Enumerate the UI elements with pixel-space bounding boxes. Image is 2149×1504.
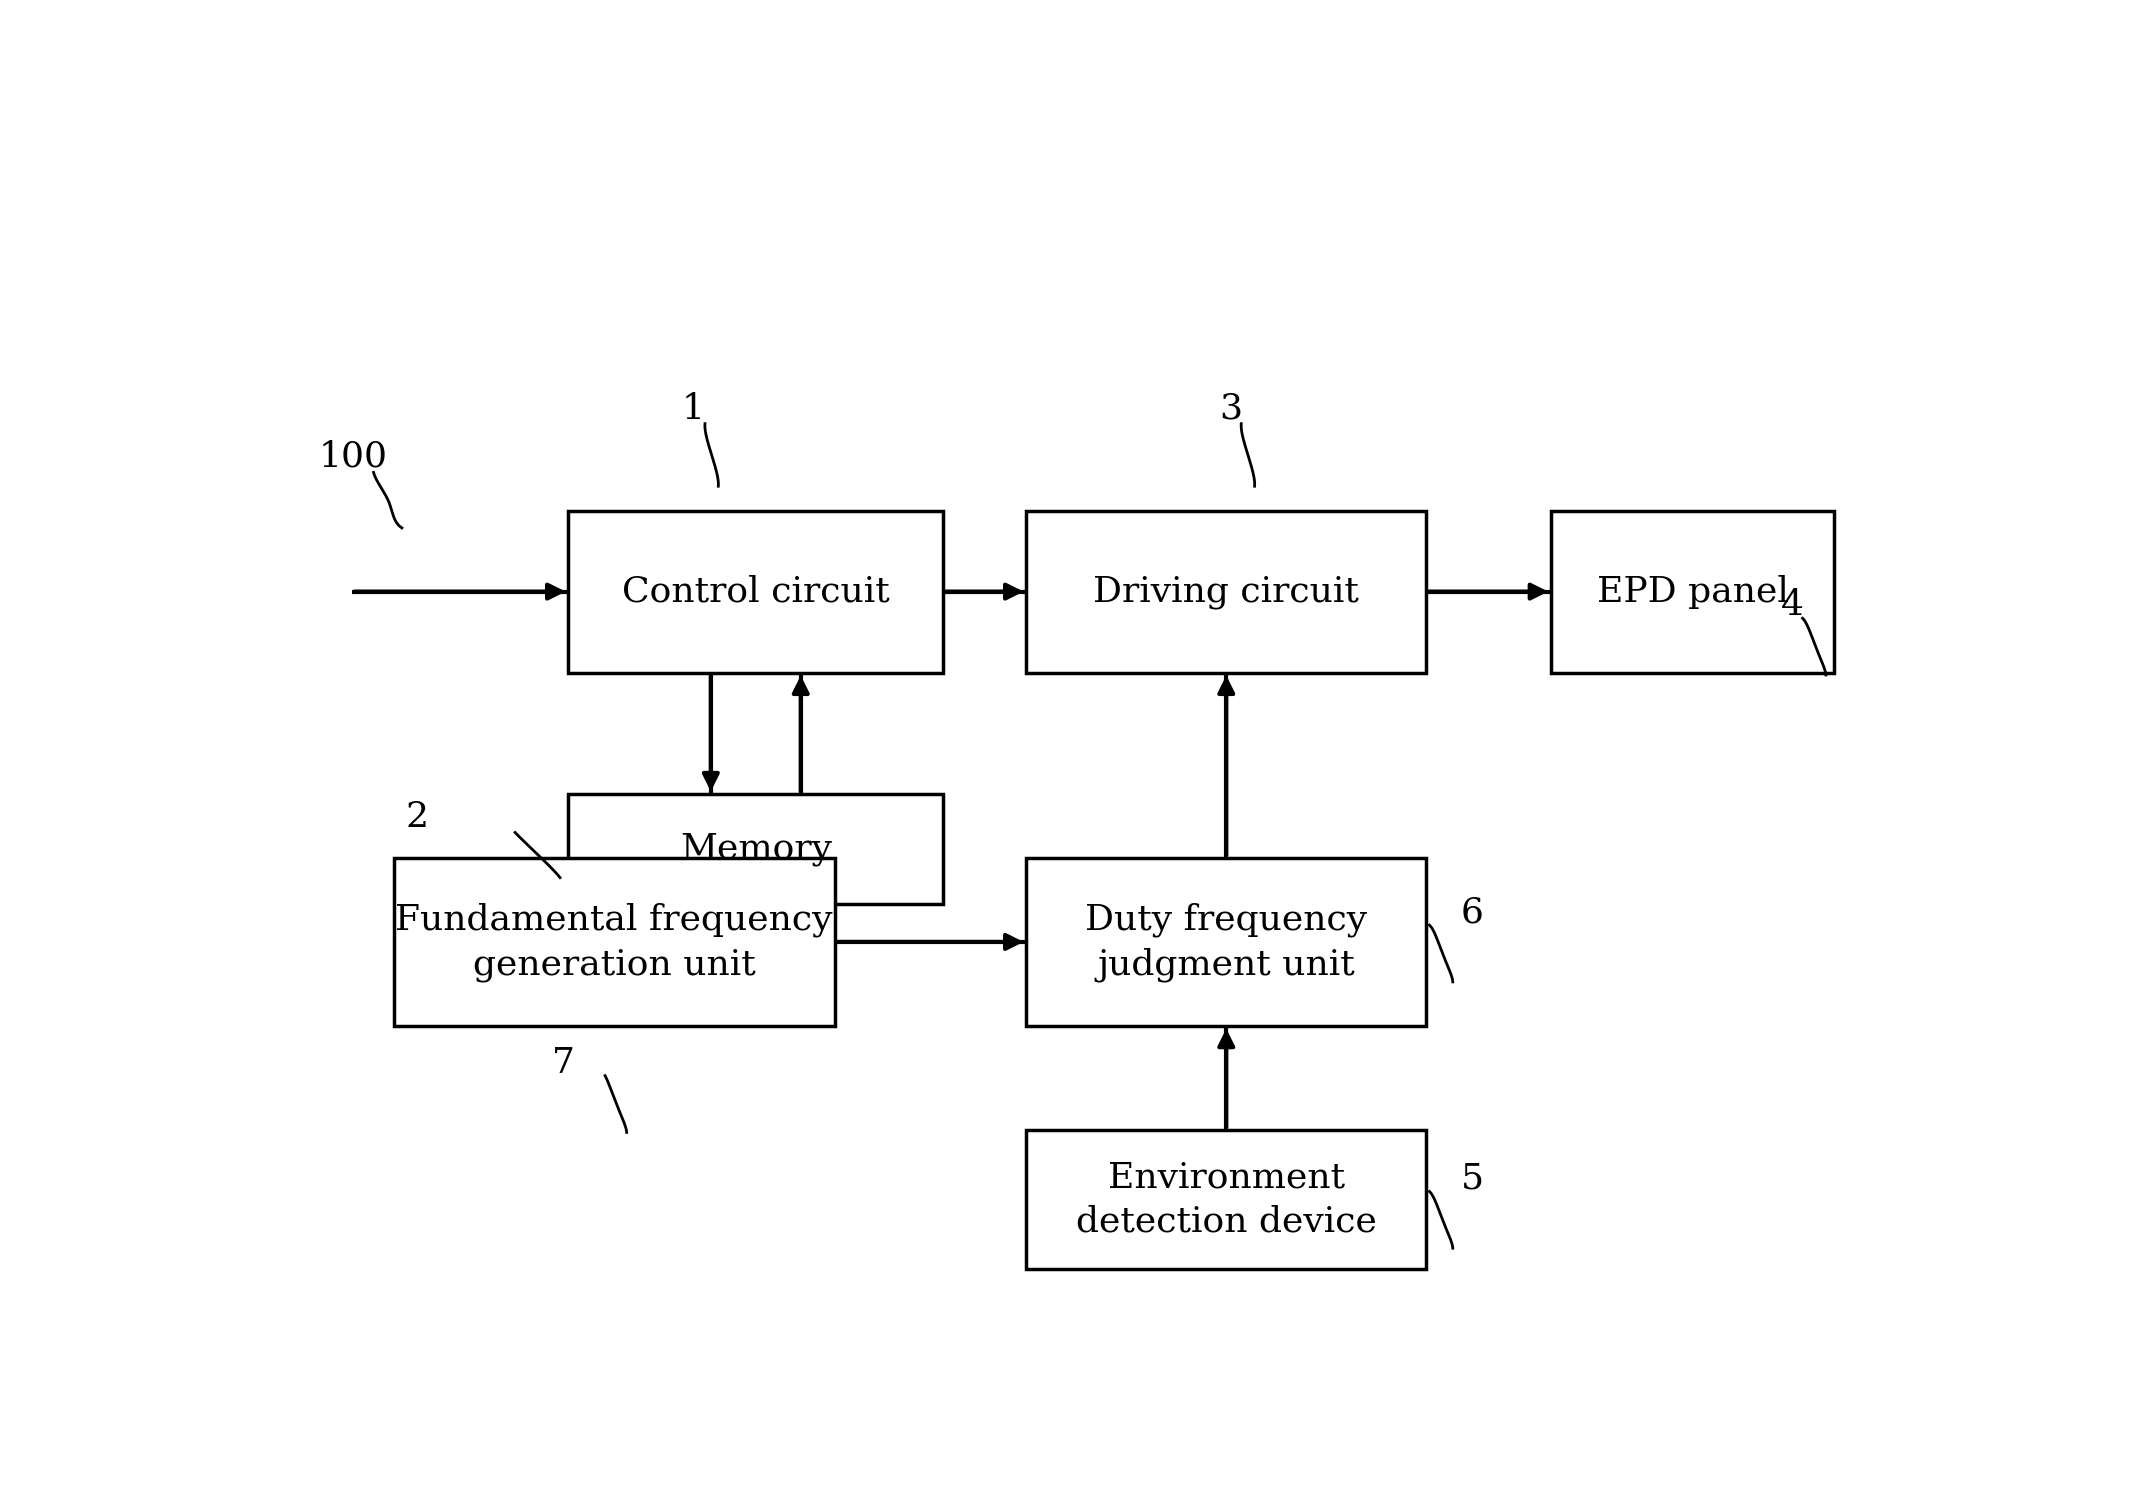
Text: Fundamental frequency
generation unit: Fundamental frequency generation unit xyxy=(395,902,834,982)
Text: Duty frequency
judgment unit: Duty frequency judgment unit xyxy=(1085,902,1367,982)
Text: Control circuit: Control circuit xyxy=(621,575,890,609)
Bar xyxy=(567,794,943,904)
Bar xyxy=(567,510,943,672)
Text: EPD panel: EPD panel xyxy=(1597,575,1788,609)
Text: 1: 1 xyxy=(681,391,705,426)
Text: 6: 6 xyxy=(1461,895,1485,929)
Text: 2: 2 xyxy=(406,800,428,835)
Text: Memory: Memory xyxy=(679,832,832,866)
Bar xyxy=(393,857,836,1026)
Text: Environment
detection device: Environment detection device xyxy=(1077,1160,1378,1239)
Text: 7: 7 xyxy=(552,1045,574,1080)
Text: 5: 5 xyxy=(1461,1161,1485,1196)
Bar xyxy=(1552,510,1835,672)
Text: 4: 4 xyxy=(1782,588,1803,623)
Bar xyxy=(1027,857,1427,1026)
Bar xyxy=(1027,510,1427,672)
Text: 3: 3 xyxy=(1221,391,1242,426)
Text: 100: 100 xyxy=(318,439,387,474)
Text: Driving circuit: Driving circuit xyxy=(1094,575,1358,609)
Bar xyxy=(1027,1130,1427,1269)
